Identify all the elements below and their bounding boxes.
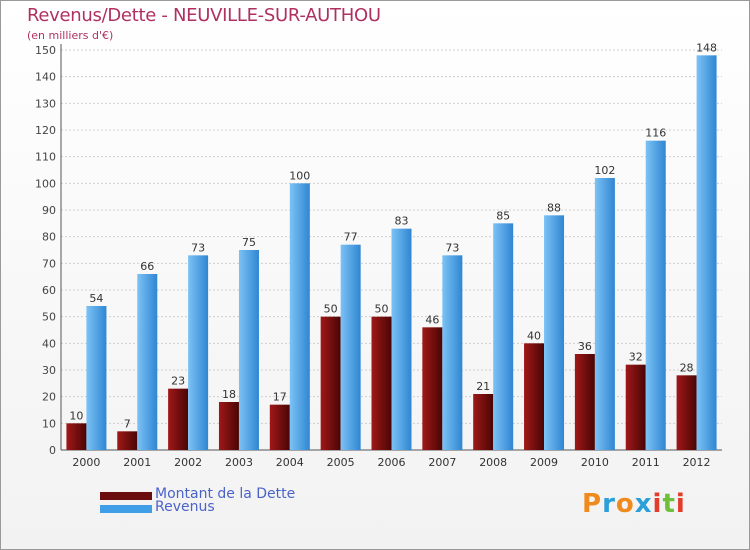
data-label: 88 <box>547 201 561 214</box>
bar-dette <box>168 388 189 450</box>
logo-letter: t <box>662 489 676 519</box>
bar-dette <box>320 316 341 450</box>
data-label: 148 <box>696 41 717 54</box>
legend-label-revenus: Revenus <box>155 499 215 515</box>
bar-revenus <box>391 228 412 450</box>
y-tick-label: 130 <box>35 97 56 110</box>
data-label: 40 <box>527 329 541 342</box>
y-tick-label: 120 <box>35 124 56 137</box>
x-tick-label: 2011 <box>632 456 660 469</box>
data-label: 46 <box>425 313 439 326</box>
data-label: 28 <box>680 361 694 374</box>
legend-swatch-dette <box>100 492 152 500</box>
bar-revenus <box>238 250 259 450</box>
data-label: 83 <box>395 215 409 228</box>
bar-revenus <box>188 255 209 450</box>
bar-dette <box>473 394 494 450</box>
bar-revenus <box>137 274 158 450</box>
bar-dette <box>625 364 646 450</box>
bar-revenus <box>696 55 717 450</box>
bar-dette <box>574 354 595 450</box>
data-label: 77 <box>344 231 358 244</box>
data-label: 73 <box>445 241 459 254</box>
bar-revenus <box>544 215 565 450</box>
x-tick-label: 2005 <box>327 456 355 469</box>
y-tick-label: 60 <box>42 284 56 297</box>
bar-revenus <box>645 140 666 450</box>
proxiti-logo: Proxiti <box>582 489 686 519</box>
bar-dette <box>371 316 392 450</box>
y-tick-label: 90 <box>42 204 56 217</box>
x-tick-label: 2008 <box>479 456 507 469</box>
bar-revenus <box>86 306 107 450</box>
y-tick-label: 30 <box>42 364 56 377</box>
bar-dette <box>422 327 443 450</box>
x-tick-label: 2004 <box>276 456 304 469</box>
legend-label-dette: Montant de la Dette <box>155 486 296 502</box>
data-label: 21 <box>476 380 490 393</box>
y-tick-label: 50 <box>42 311 56 324</box>
logo-letter: r <box>602 489 616 519</box>
logo-letter: P <box>582 489 603 519</box>
logo-letter: i <box>652 489 663 519</box>
bar-revenus <box>289 183 310 451</box>
data-label: 50 <box>324 303 338 316</box>
y-tick-label: 0 <box>49 444 56 457</box>
data-label: 36 <box>578 340 592 353</box>
y-tick-label: 100 <box>35 177 56 190</box>
bar-dette <box>66 423 87 450</box>
logo-letter: i <box>675 489 686 519</box>
bar-dette <box>524 343 545 450</box>
data-label: 100 <box>289 169 310 182</box>
y-tick-label: 40 <box>42 337 56 350</box>
x-tick-label: 2007 <box>428 456 456 469</box>
bar-dette <box>269 404 290 450</box>
chart-title: Revenus/Dette - NEUVILLE-SUR-AUTHOU <box>27 5 381 26</box>
logo-letter: o <box>615 489 635 519</box>
data-label: 54 <box>89 292 103 305</box>
data-label: 7 <box>124 417 131 430</box>
bar-revenus <box>442 255 463 450</box>
y-tick-label: 70 <box>42 257 56 270</box>
x-tick-label: 2012 <box>683 456 711 469</box>
x-tick-label: 2010 <box>581 456 609 469</box>
bar-dette <box>676 375 697 450</box>
bar-dette <box>117 431 138 450</box>
data-label: 23 <box>171 375 185 388</box>
y-tick-label: 80 <box>42 231 56 244</box>
legend-swatch-revenus <box>100 505 152 513</box>
bar-revenus <box>340 244 361 450</box>
data-label: 66 <box>140 260 154 273</box>
data-label: 32 <box>629 351 643 364</box>
x-tick-label: 2006 <box>378 456 406 469</box>
y-tick-label: 140 <box>35 71 56 84</box>
x-tick-label: 2000 <box>72 456 100 469</box>
bar-revenus <box>594 178 615 450</box>
data-label: 73 <box>191 241 205 254</box>
data-label: 75 <box>242 236 256 249</box>
data-label: 18 <box>222 388 236 401</box>
logo-letter: x <box>634 489 653 519</box>
data-label: 85 <box>496 209 510 222</box>
y-tick-label: 20 <box>42 391 56 404</box>
y-tick-label: 110 <box>35 151 56 164</box>
data-label: 116 <box>645 127 666 140</box>
data-label: 102 <box>594 164 615 177</box>
y-tick-label: 150 <box>35 44 56 57</box>
x-tick-label: 2003 <box>225 456 253 469</box>
x-tick-label: 2002 <box>174 456 202 469</box>
data-label: 17 <box>273 391 287 404</box>
x-tick-label: 2001 <box>123 456 151 469</box>
bar-revenus <box>493 223 514 450</box>
x-tick-label: 2009 <box>530 456 558 469</box>
data-label: 50 <box>375 303 389 316</box>
chart-subtitle: (en milliers d'€) <box>27 29 114 42</box>
data-label: 10 <box>69 409 83 422</box>
y-tick-label: 10 <box>42 417 56 430</box>
bar-dette <box>218 402 239 450</box>
